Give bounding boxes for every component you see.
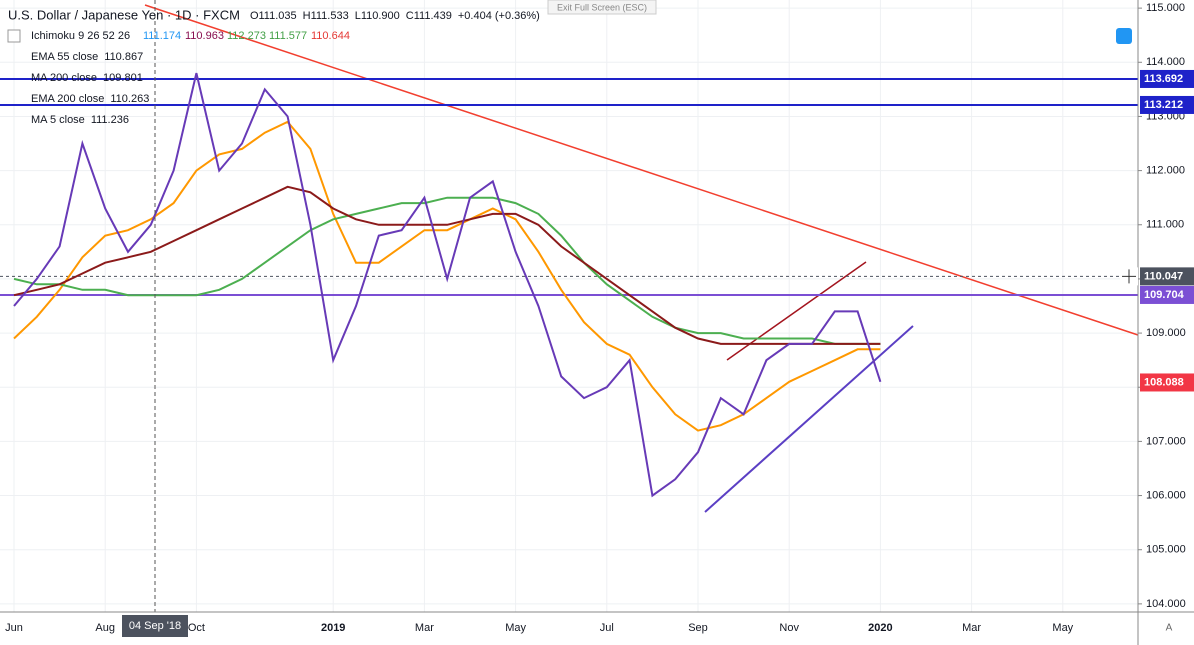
- settings-button[interactable]: [1116, 28, 1132, 44]
- indicator-line: [13, 196, 881, 345]
- ichimoku-value: 111.174: [143, 30, 181, 42]
- crosshair-label: 04 Sep '18: [129, 620, 181, 632]
- price-label: 110.047: [1144, 270, 1183, 282]
- indicator-line: [13, 72, 882, 498]
- price-label-box: [1140, 69, 1194, 88]
- ohlc-value: H111.533: [303, 10, 349, 22]
- trend-line: [144, 4, 1139, 336]
- y-tick-label: 111.000: [1146, 219, 1184, 231]
- y-tick-label: 112.000: [1146, 165, 1185, 177]
- x-tick-label: Mar: [415, 622, 434, 634]
- legend-name: EMA 55 close: [31, 51, 98, 63]
- price-label: 113.212: [1144, 99, 1183, 111]
- y-tick-label: 105.000: [1146, 544, 1186, 556]
- x-tick-label: May: [1052, 622, 1073, 634]
- legend-value: 110.867: [104, 51, 143, 63]
- price-label-box: [1140, 373, 1194, 392]
- x-tick-label: Jun: [5, 622, 23, 634]
- legend-name: MA 5 close: [31, 114, 85, 126]
- price-label-box: [1140, 267, 1194, 286]
- indicator-line: [13, 120, 881, 432]
- price-label: 113.692: [1144, 73, 1183, 85]
- y-tick-label: 106.000: [1146, 489, 1186, 501]
- indicator-line: [13, 185, 881, 345]
- ohlc-value: C111.439: [406, 10, 452, 22]
- ichimoku-name: Ichimoku 9 26 52 26: [31, 30, 130, 42]
- ichimoku-value: 110.644: [311, 30, 350, 42]
- crosshair-label-box: [122, 615, 188, 637]
- legend-name: MA 200 close: [31, 72, 97, 84]
- x-tick-label: Oct: [188, 622, 205, 634]
- crosshair-cross: [1122, 269, 1136, 284]
- exit-fullscreen-text[interactable]: Exit Full Screen (ESC): [557, 2, 647, 12]
- y-tick-label: 114.000: [1146, 56, 1185, 68]
- legend-name: EMA 200 close: [31, 93, 104, 105]
- x-tick-label: 2020: [868, 622, 892, 634]
- price-label: 108.088: [1144, 376, 1184, 388]
- ohlc-value: L110.900: [355, 10, 400, 22]
- symbol-title: U.S. Dollar / Japanese Yen · 1D · FXCM: [8, 7, 240, 22]
- x-tick-label: Aug: [95, 622, 115, 634]
- ohlc-value: O111.035: [250, 10, 297, 22]
- x-tick-label: May: [505, 622, 526, 634]
- ichimoku-value: 112.273: [227, 30, 266, 42]
- x-tick-label: 2019: [321, 622, 345, 634]
- ichimoku-value: 110.963: [185, 30, 224, 42]
- legend-value: 111.236: [91, 114, 129, 126]
- legend-value: 109.801: [103, 72, 143, 84]
- exit-fullscreen[interactable]: [547, 0, 657, 15]
- price-label-box: [1140, 285, 1194, 304]
- y-tick-label: 109.000: [1146, 327, 1186, 339]
- x-tick-label: Nov: [779, 622, 799, 634]
- x-tick-label: Mar: [962, 622, 981, 634]
- x-tick-label: Jul: [600, 622, 614, 634]
- price-label: 109.704: [1144, 289, 1185, 301]
- ichimoku-value: 111.577: [269, 30, 307, 42]
- y-tick-label: 115.000: [1146, 2, 1185, 14]
- price-label-box: [1140, 95, 1194, 114]
- collapse-toggle[interactable]: [7, 29, 21, 43]
- y-tick-label: 107.000: [1146, 435, 1186, 447]
- scale-mode[interactable]: A: [1166, 623, 1173, 634]
- x-tick-label: Sep: [688, 622, 708, 634]
- y-tick-label: 104.000: [1146, 598, 1186, 610]
- trend-line: [704, 325, 914, 513]
- legend-value: 110.263: [110, 93, 149, 105]
- change-value: +0.404 (+0.36%): [458, 10, 540, 22]
